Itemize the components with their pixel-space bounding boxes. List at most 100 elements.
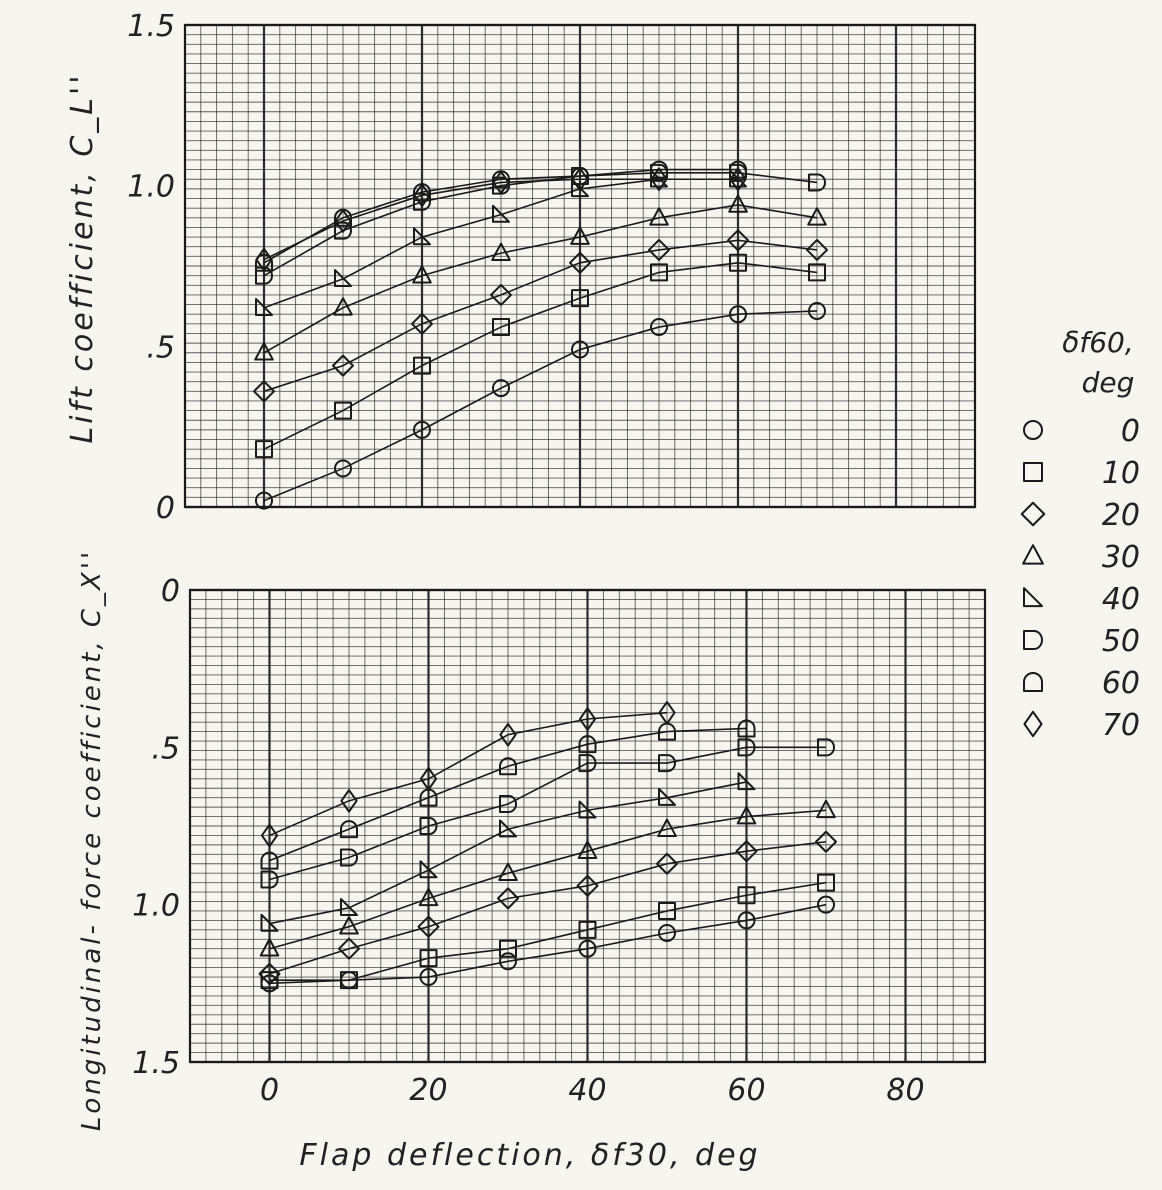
data-point bbox=[578, 735, 597, 754]
series-line bbox=[269, 746, 826, 881]
data-point bbox=[650, 263, 668, 282]
legend-marker bbox=[1023, 672, 1043, 692]
data-point bbox=[737, 719, 756, 738]
series-20 bbox=[253, 229, 828, 403]
data-point bbox=[419, 766, 438, 791]
data-point bbox=[658, 901, 676, 920]
series-line bbox=[269, 711, 668, 837]
legend-item-40: 40 bbox=[1023, 582, 1140, 617]
data-point bbox=[413, 183, 431, 202]
data-point bbox=[817, 895, 835, 914]
data-point bbox=[258, 962, 281, 985]
series-line bbox=[263, 239, 818, 393]
data-point bbox=[578, 939, 597, 958]
legend-marker bbox=[1023, 630, 1043, 650]
data-point bbox=[499, 939, 517, 958]
data-point bbox=[571, 179, 589, 198]
data-point bbox=[255, 440, 273, 459]
data-point bbox=[728, 194, 748, 213]
legend-item-70: 70 bbox=[1023, 708, 1140, 743]
y-tick-label: .5 bbox=[151, 731, 180, 766]
legend-item-20: 20 bbox=[1020, 498, 1140, 533]
data-point bbox=[570, 226, 590, 245]
data-point bbox=[650, 160, 668, 179]
data-point bbox=[815, 830, 837, 853]
data-point bbox=[806, 238, 828, 261]
y-tick-label: 0 bbox=[156, 491, 175, 526]
series-10 bbox=[255, 253, 826, 459]
data-point bbox=[658, 923, 676, 942]
legend-label: 40 bbox=[1102, 582, 1140, 617]
data-point bbox=[816, 799, 836, 819]
legend-item-30: 30 bbox=[1022, 540, 1140, 575]
data-point bbox=[577, 840, 598, 859]
data-point bbox=[571, 289, 589, 308]
legend-marker bbox=[1022, 544, 1044, 565]
series-line bbox=[269, 809, 827, 950]
data-point bbox=[340, 789, 358, 813]
data-point bbox=[657, 818, 677, 837]
longitudinal-force-chart: 0 .5 1.0 1.5 0 20 40 60 80 bbox=[132, 574, 987, 1108]
data-point bbox=[578, 754, 597, 773]
data-point bbox=[259, 938, 280, 957]
series-line bbox=[269, 727, 747, 862]
legend-title: δf60, bbox=[1062, 326, 1134, 359]
x-tick-label: 40 bbox=[568, 1073, 606, 1108]
data-point bbox=[334, 459, 352, 478]
data-point bbox=[578, 800, 597, 819]
legend-label: 0 bbox=[1121, 414, 1140, 449]
series-line bbox=[263, 310, 818, 502]
data-point bbox=[499, 722, 517, 747]
series-0 bbox=[255, 301, 826, 510]
data-point bbox=[339, 916, 359, 935]
legend-title-unit: deg bbox=[1082, 366, 1135, 399]
series-line bbox=[263, 204, 818, 354]
x-tick-label: 0 bbox=[260, 1073, 279, 1108]
data-point bbox=[729, 160, 747, 179]
data-point bbox=[729, 305, 747, 324]
data-point bbox=[260, 870, 279, 889]
legend-marker bbox=[1023, 462, 1043, 482]
data-point bbox=[499, 794, 517, 813]
legend-label: 20 bbox=[1102, 498, 1140, 533]
data-point bbox=[737, 886, 756, 905]
data-point bbox=[650, 167, 668, 192]
legend-item-0: 0 bbox=[1023, 414, 1140, 449]
data-point bbox=[255, 491, 273, 510]
plot-frame bbox=[183, 23, 977, 509]
legend-item-60: 60 bbox=[1023, 666, 1140, 701]
data-point bbox=[260, 851, 279, 870]
series-40 bbox=[260, 772, 756, 932]
data-point bbox=[737, 738, 756, 757]
data-point bbox=[729, 253, 747, 272]
data-point bbox=[658, 754, 676, 773]
data-point bbox=[658, 700, 676, 725]
series-30 bbox=[259, 799, 836, 957]
data-point bbox=[334, 401, 352, 420]
y-tick-label: 1.5 bbox=[127, 9, 175, 44]
data-point bbox=[578, 920, 597, 939]
series-70 bbox=[255, 167, 747, 272]
data-point bbox=[808, 301, 826, 320]
data-point bbox=[491, 242, 511, 261]
data-point bbox=[255, 247, 273, 272]
data-point bbox=[658, 722, 676, 741]
data-point bbox=[411, 312, 433, 335]
lift-y-axis-label: Lift coefficient, C_L'' bbox=[65, 73, 100, 444]
data-point bbox=[490, 283, 512, 306]
y-tick-label: 1.0 bbox=[132, 889, 180, 924]
data-point bbox=[649, 207, 669, 226]
data-point bbox=[808, 263, 826, 282]
series-10 bbox=[260, 873, 835, 990]
data-point bbox=[648, 238, 670, 261]
data-point bbox=[727, 229, 749, 252]
data-point bbox=[658, 787, 676, 806]
data-point bbox=[497, 887, 519, 910]
force-y-axis-label: Longitudinal- force coefficient, C_X'' bbox=[77, 549, 107, 1131]
legend-label: 10 bbox=[1102, 456, 1140, 491]
data-point bbox=[807, 207, 827, 226]
legend-marker bbox=[1023, 710, 1043, 738]
data-point bbox=[729, 167, 747, 192]
data-point bbox=[571, 340, 589, 359]
data-point bbox=[334, 209, 352, 233]
